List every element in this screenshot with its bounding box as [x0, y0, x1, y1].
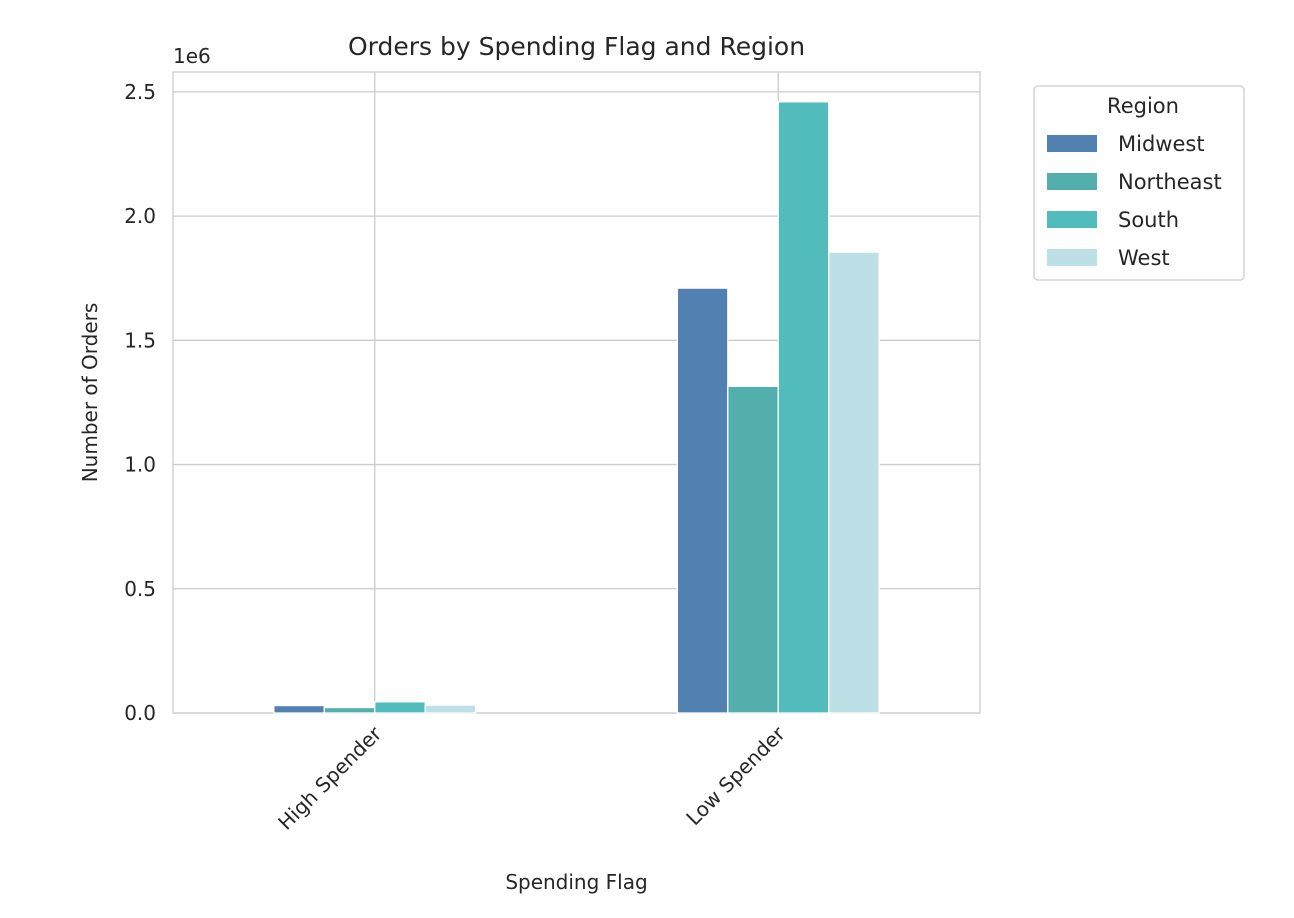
legend-items: Midwest Northeast South West [1047, 132, 1222, 270]
bar-south-high-spender [374, 701, 426, 714]
y-tick-label: 0.0 [124, 701, 156, 725]
legend-swatch-midwest [1047, 135, 1097, 152]
legend-label-northeast: Northeast [1118, 170, 1222, 194]
bar-west-high-spender [424, 704, 477, 714]
y-tick-label: 2.5 [124, 80, 156, 104]
plot-area-frame [172, 71, 981, 714]
bar-midwest-low-spender [676, 287, 729, 714]
y-axis-label: Number of Orders [78, 303, 102, 483]
bar-northeast-low-spender [727, 385, 779, 714]
legend-label-south: South [1118, 208, 1179, 232]
x-tick-label: Low Spender [681, 721, 790, 830]
bars [273, 101, 880, 714]
legend-title: Region [1107, 94, 1179, 118]
y-tick-label: 1.0 [124, 453, 156, 477]
bar-west-low-spender [828, 251, 880, 714]
y-tick-label: 1.5 [124, 328, 156, 352]
bar-midwest-high-spender [273, 704, 325, 714]
legend-box [1033, 85, 1245, 281]
bar-south-low-spender [777, 101, 830, 714]
legend: Region Midwest Northeast South West [1033, 85, 1245, 281]
legend-swatch-west [1047, 249, 1097, 266]
grid [173, 72, 980, 714]
legend-label-west: West [1118, 246, 1170, 270]
legend-swatch-south [1047, 211, 1097, 228]
legend-swatch-northeast [1047, 173, 1097, 190]
y-axis-offset-label: 1e6 [173, 44, 211, 68]
y-tick-label: 0.5 [124, 577, 156, 601]
x-tick-label: High Spender [273, 721, 387, 835]
y-tick-label: 2.0 [124, 204, 156, 228]
x-axis-label: Spending Flag [505, 870, 647, 894]
bar-northeast-high-spender [323, 706, 376, 714]
legend-label-midwest: Midwest [1118, 132, 1205, 156]
chart-title: Orders by Spending Flag and Region [348, 32, 805, 61]
